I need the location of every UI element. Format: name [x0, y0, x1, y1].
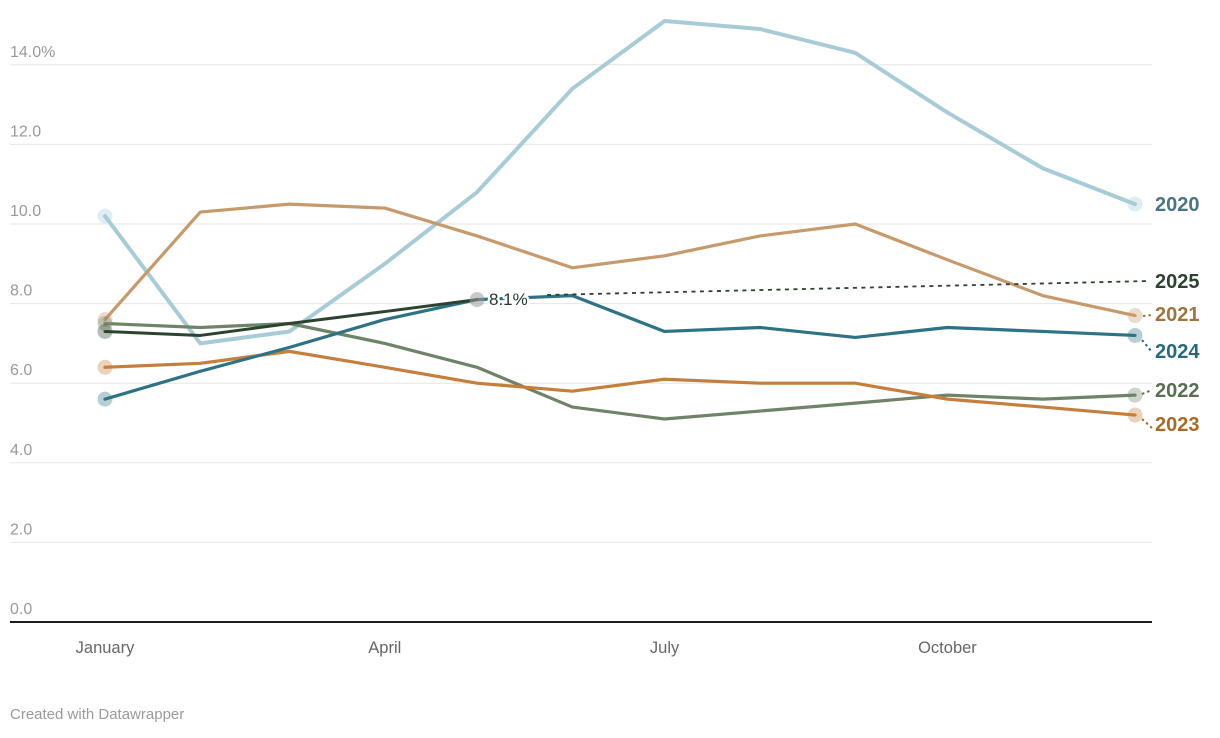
end-marker-2021	[1127, 308, 1143, 324]
label-leader-2021	[1142, 314, 1153, 317]
value-annotation-8-1: 8.1%	[489, 290, 528, 309]
series-label-2024: 2024	[1155, 341, 1200, 363]
series-label-2025: 2025	[1155, 271, 1200, 293]
leader-lines-layer	[546, 280, 1153, 429]
y-tick-label: 12.0	[10, 123, 41, 140]
grid-layer	[10, 64, 1152, 623]
y-tick-label: 6.0	[10, 362, 32, 379]
line-2024	[103, 294, 1137, 401]
line-2020	[103, 19, 1137, 346]
line-2022	[103, 321, 1137, 421]
y-tick-label: 4.0	[10, 442, 32, 459]
datawrapper-credit-link[interactable]: Created with Datawrapper	[10, 706, 184, 723]
x-tick-label: October	[918, 639, 977, 657]
start-marker-2020	[97, 208, 113, 224]
line-2025	[103, 298, 479, 337]
x-tick-label: January	[76, 639, 135, 657]
y-tick-label: 10.0	[10, 203, 41, 220]
series-layer	[103, 19, 1137, 421]
start-marker-2025	[97, 323, 113, 339]
label-leader-2023	[1141, 418, 1153, 429]
start-marker-2021	[97, 312, 113, 328]
labels-layer: 0.0 2.0 4.0 6.0 8.0 10.0 12.0 14.0% January April…	[10, 44, 1200, 657]
label-leader-2022	[1141, 389, 1153, 395]
series-label-2020: 2020	[1155, 194, 1200, 216]
start-marker-2023	[97, 359, 113, 375]
series-label-2021: 2021	[1155, 304, 1200, 326]
line-2023	[103, 349, 1137, 417]
forecast-leader-2025	[546, 280, 1150, 296]
line-2021	[103, 202, 1137, 322]
y-tick-label: 2.0	[10, 521, 32, 538]
end-marker-2023	[1127, 407, 1143, 423]
start-marker-2022	[97, 316, 113, 331]
end-marker-2024	[1127, 327, 1143, 343]
y-tick-label: 8.0	[10, 283, 32, 300]
x-tick-label: April	[368, 639, 401, 657]
y-tick-label: 0.0	[10, 601, 32, 618]
y-tick-label: 14.0%	[10, 44, 55, 61]
series-label-2023: 2023	[1155, 414, 1200, 436]
end-marker-2025	[469, 292, 485, 308]
end-marker-2020	[1127, 196, 1143, 212]
point-markers-layer	[97, 196, 1143, 423]
start-marker-2024	[97, 391, 113, 407]
series-label-2022: 2022	[1155, 380, 1200, 402]
label-leader-2024	[1141, 339, 1153, 353]
x-tick-label: July	[650, 639, 680, 657]
end-marker-2022	[1127, 387, 1143, 403]
